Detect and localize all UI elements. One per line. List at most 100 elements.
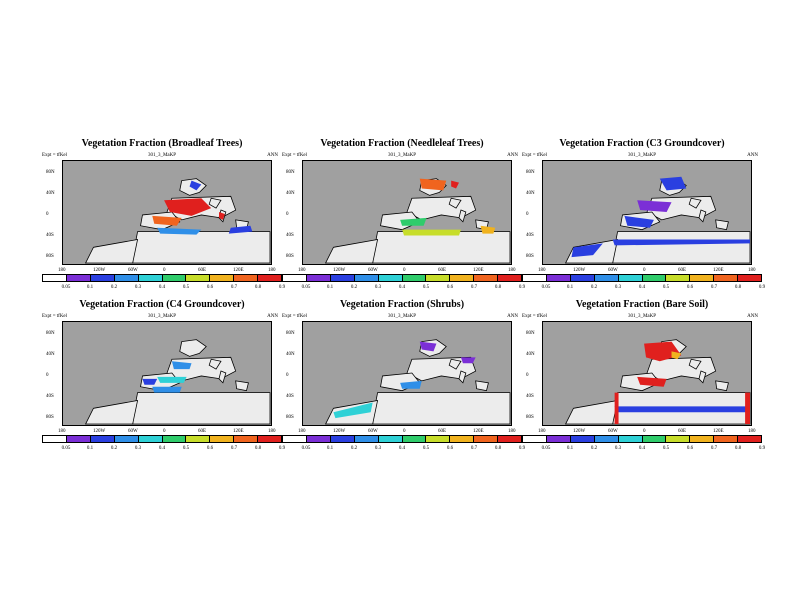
vegetation-fraction-area [637, 376, 667, 387]
colorbar-tick-label: 0.8 [494, 285, 502, 290]
lon-tick-label: 180 [538, 429, 546, 434]
colorbar-tick-label: 0.3 [134, 446, 142, 451]
lon-tick-label: 60W [368, 429, 378, 434]
colorbar-segment [714, 275, 739, 281]
colorbar-segment [618, 275, 643, 281]
lat-tick-label: 80N [526, 170, 535, 175]
land-mass [698, 370, 707, 384]
lon-tick-label: 0 [643, 429, 646, 434]
colorbar-tick-label: 0.4 [638, 446, 646, 451]
map-svg [564, 176, 751, 264]
colorbar-segment [306, 436, 331, 442]
colorbar-segment [234, 436, 259, 442]
colorbar-segment [570, 436, 595, 442]
map-panel: Vegetation Fraction (C3 Groundcover) Expt… [522, 138, 765, 328]
land-mass [208, 197, 222, 209]
colorbar-segment [330, 436, 355, 442]
vegetation-fraction-area [745, 392, 750, 425]
colorbar-tick-label: 0.05 [301, 285, 311, 290]
world-map [302, 321, 512, 426]
colorbar [282, 435, 522, 443]
colorbar-segment [426, 275, 451, 281]
colorbar-segment [162, 275, 187, 281]
lon-tick-label: 180 [538, 268, 546, 273]
colorbar-segment [523, 436, 547, 442]
lat-tick-label: 80S [46, 415, 54, 420]
vegetation-fraction-area [333, 402, 373, 419]
colorbar-segment [474, 275, 499, 281]
panel-title: Vegetation Fraction (Broadleaf Trees) [81, 138, 243, 149]
colorbar-segment [642, 275, 667, 281]
colorbar-tick-label: 0.6 [446, 446, 454, 451]
season-label: ANN [267, 314, 278, 319]
colorbar-tick-label: 0.3 [614, 285, 622, 290]
vegetation-fraction-area [142, 378, 158, 385]
lat-tick-label: 0 [286, 212, 289, 217]
colorbar [522, 274, 762, 282]
colorbar-tick-label: 0.1 [86, 285, 94, 290]
run-label: 301_3_MaKP [387, 153, 417, 158]
lon-tick-label: 120W [333, 429, 346, 434]
lon-tick-label: 120E [473, 268, 484, 273]
colorbar-tick-label: 0.4 [398, 285, 406, 290]
lon-tick-label: 60E [678, 268, 687, 273]
colorbar-tick-label: 0.05 [541, 446, 551, 451]
colorbar-tick-label: 0.7 [710, 285, 718, 290]
colorbar-tick-label: 0.8 [254, 446, 262, 451]
vegetation-fraction-area [157, 227, 202, 235]
colorbar-segment [186, 436, 211, 442]
colorbar-segment [426, 436, 451, 442]
map-svg [84, 178, 271, 264]
colorbar-segment [354, 436, 379, 442]
colorbar-tick-label: 0.6 [686, 285, 694, 290]
colorbar-tick-label: 0.7 [230, 446, 238, 451]
land-mass [208, 358, 222, 370]
colorbar-segment [690, 436, 715, 442]
lon-tick-label: 60W [608, 268, 618, 273]
colorbar-tick-label: 0.2 [350, 446, 358, 451]
colorbar-tick-label: 0.3 [614, 446, 622, 451]
vegetation-fraction-area [659, 176, 687, 191]
colorbar-tick-label: 0.9 [518, 285, 526, 290]
land-mass [324, 238, 379, 264]
lon-tick-label: 120E [473, 429, 484, 434]
lat-tick-label: 80S [526, 254, 534, 259]
colorbar-segment [306, 275, 331, 281]
lat-tick-label: 40N [526, 191, 535, 196]
colorbar-segment [114, 275, 139, 281]
world-map [62, 160, 272, 265]
colorbar-segment [738, 436, 762, 442]
map-svg [324, 178, 511, 264]
colorbar-segment [402, 275, 427, 281]
colorbar-segment [738, 275, 762, 281]
vegetation-fraction-area [451, 180, 459, 189]
lat-tick-label: 40N [526, 352, 535, 357]
lat-tick-label: 40S [46, 394, 54, 399]
colorbar-tick-label: 0.4 [638, 285, 646, 290]
land-mass [564, 399, 619, 425]
vegetation-fraction-area [624, 215, 654, 228]
lat-tick-label: 80N [46, 331, 55, 336]
land-mass [179, 339, 207, 357]
land-mass [612, 231, 751, 264]
colorbar-segment [618, 436, 643, 442]
colorbar-tick-label: 0.7 [230, 285, 238, 290]
vegetation-fraction-area [218, 212, 225, 220]
colorbar-tick-label: 0.2 [110, 446, 118, 451]
world-map [62, 321, 272, 426]
run-label: 301_3_MaKP [627, 314, 657, 319]
map-svg [324, 339, 511, 425]
world-map [542, 160, 752, 265]
colorbar-tick-label: 0.6 [206, 285, 214, 290]
colorbar-segment [162, 436, 187, 442]
colorbar-segment [402, 436, 427, 442]
colorbar-tick-label: 0.5 [662, 285, 670, 290]
lat-tick-label: 40N [286, 191, 295, 196]
lat-tick-label: 40N [46, 352, 55, 357]
colorbar-tick-label: 0.5 [182, 446, 190, 451]
lat-tick-label: 80N [526, 331, 535, 336]
colorbar-tick-label: 0.3 [134, 285, 142, 290]
land-mass [688, 358, 702, 370]
vegetation-fraction-area [419, 178, 447, 191]
lon-tick-label: 180 [268, 429, 276, 434]
